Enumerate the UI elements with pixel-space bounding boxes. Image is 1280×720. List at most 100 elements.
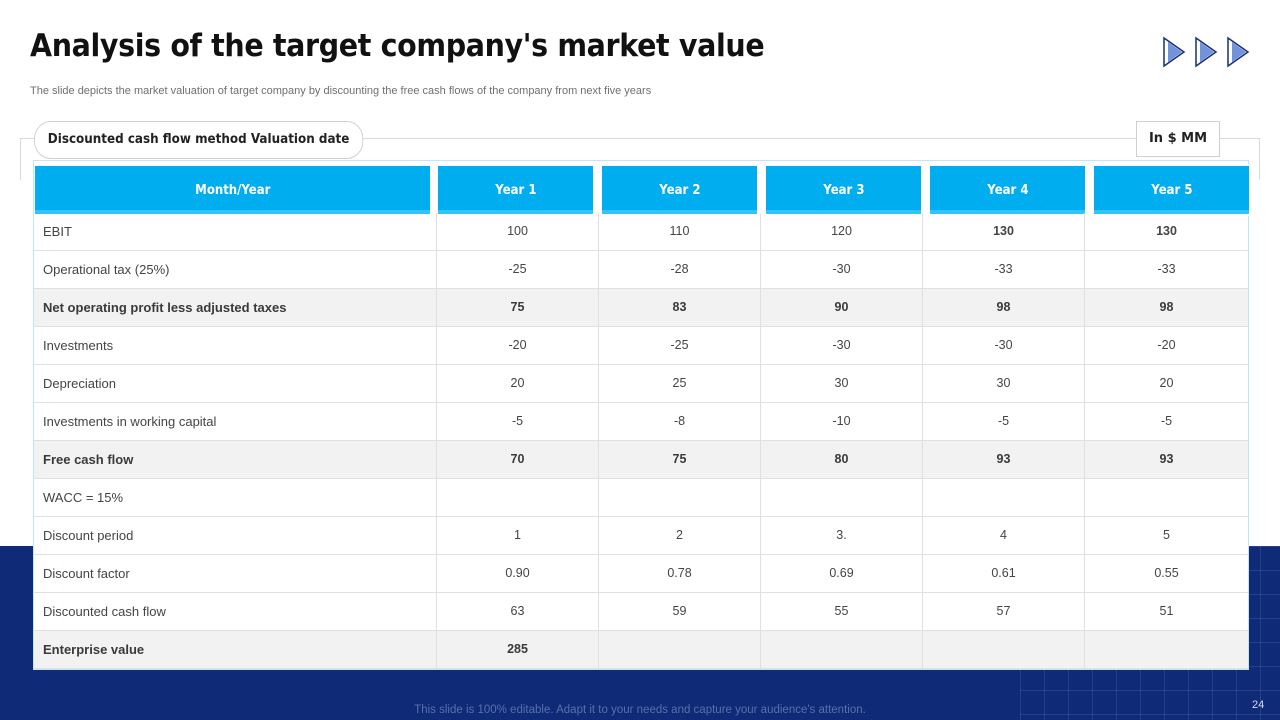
table-cell: 59 — [599, 593, 761, 630]
table-row: Investments -20 -25 -30 -30 -20 — [34, 327, 1248, 365]
table-cell: -28 — [599, 251, 761, 288]
table-cell: 20 — [1159, 376, 1174, 390]
header-cell: Year 1 — [438, 164, 593, 216]
table-cell: 51 — [1159, 604, 1174, 618]
table-cell: 4 — [923, 517, 1085, 554]
table-cell: 70 — [437, 441, 599, 478]
row-label: Enterprise value — [34, 631, 437, 668]
table-row: Discount period 1 2 3. 4 5 — [34, 517, 1248, 555]
table-cell: 3. — [761, 517, 923, 554]
page-number: 24 — [1252, 699, 1265, 711]
table-cell: 57 — [923, 593, 1085, 630]
table-cell: 93 — [923, 441, 1085, 478]
table-cell: -5 — [437, 403, 599, 440]
table-cell — [1085, 479, 1248, 516]
table-cell: -33 — [1157, 262, 1176, 276]
arrow-decoration — [1163, 36, 1250, 68]
table-cell: -33 — [923, 251, 1085, 288]
row-label: Discounted cash flow — [34, 593, 437, 630]
table-cell: -25 — [599, 327, 761, 364]
table-cell: 130 — [1156, 224, 1177, 238]
table-cell: 30 — [761, 365, 923, 402]
play-arrow-icon — [1195, 36, 1218, 68]
row-label: Discount period — [34, 517, 437, 554]
table-cell: -30 — [761, 327, 923, 364]
row-label: Investments in working capital — [34, 403, 437, 440]
row-label: EBIT — [34, 213, 437, 250]
table-cell: 98 — [1159, 300, 1174, 314]
table-cell: 83 — [599, 289, 761, 326]
table-cell: -25 — [437, 251, 599, 288]
dcf-table: Month/Year Year 1 Year 2 Year 3 Year 4 Y… — [33, 160, 1249, 670]
play-arrow-icon — [1163, 36, 1186, 68]
table-cell: 80 — [761, 441, 923, 478]
table-cell: 120 — [761, 213, 923, 250]
table-cell: 75 — [437, 289, 599, 326]
table-row: Discount factor 0.90 0.78 0.69 0.61 0.55 — [34, 555, 1248, 593]
table-cell: -5 — [923, 403, 1085, 440]
table-cell: 55 — [761, 593, 923, 630]
table-cell — [599, 631, 761, 668]
page-subtitle: The slide depicts the market valuation o… — [30, 85, 652, 97]
table-cell — [923, 479, 1085, 516]
table-cell — [761, 479, 923, 516]
row-label: Discount factor — [34, 555, 437, 592]
table-row: Net operating profit less adjusted taxes… — [34, 289, 1248, 327]
table-cell: -5 — [1160, 414, 1173, 428]
table-cell: -20 — [1157, 338, 1176, 352]
table-cell: 0.69 — [761, 555, 923, 592]
table-row: Discounted cash flow 63 59 55 57 51 — [34, 593, 1248, 631]
table-cell: 0.55 — [1154, 566, 1179, 580]
row-label: Depreciation — [34, 365, 437, 402]
header-cell: Month/Year — [35, 164, 430, 216]
table-cell: 0.90 — [437, 555, 599, 592]
header-cell: Year 2 — [602, 164, 757, 216]
table-cell: 285 — [437, 631, 599, 668]
table-cell — [599, 479, 761, 516]
table-cell: -20 — [437, 327, 599, 364]
table-cell: 75 — [599, 441, 761, 478]
header-cell: Year 3 — [766, 164, 921, 216]
table-row: WACC = 15% — [34, 479, 1248, 517]
row-label: Investments — [34, 327, 437, 364]
row-label: Operational tax (25%) — [34, 251, 437, 288]
table-cell: 30 — [923, 365, 1085, 402]
table-cell: 130 — [923, 213, 1085, 250]
table-cell: -8 — [599, 403, 761, 440]
table-cell: 20 — [437, 365, 599, 402]
table-cell: 110 — [599, 213, 761, 250]
table-row: Free cash flow 70 75 80 93 93 — [34, 441, 1248, 479]
table-cell — [437, 479, 599, 516]
footer-note: This slide is 100% editable. Adapt it to… — [414, 704, 866, 716]
page-title: Analysis of the target company's market … — [30, 28, 765, 64]
table-cell: 1 — [437, 517, 599, 554]
section-frame — [20, 138, 1260, 180]
table-cell: 0.78 — [599, 555, 761, 592]
table-row: Operational tax (25%) -25 -28 -30 -33 -33 — [34, 251, 1248, 289]
table-cell: 90 — [761, 289, 923, 326]
table-cell: -30 — [923, 327, 1085, 364]
table-cell — [1085, 631, 1248, 668]
play-arrow-icon — [1227, 36, 1250, 68]
row-label: Free cash flow — [34, 441, 437, 478]
table-cell — [923, 631, 1085, 668]
table-cell: 98 — [923, 289, 1085, 326]
row-label: WACC = 15% — [34, 479, 437, 516]
table-cell: -10 — [761, 403, 923, 440]
table-row: Investments in working capital -5 -8 -10 -5-… — [34, 403, 1248, 441]
table-cell: 63 — [437, 593, 599, 630]
table-cell: -30 — [761, 251, 923, 288]
table-cell: 0.61 — [923, 555, 1085, 592]
table-cell: 2 — [599, 517, 761, 554]
table-row: Depreciation 20 25 30 30 20 — [34, 365, 1248, 403]
table-cell: 100 — [437, 213, 599, 250]
table-cell — [761, 631, 923, 668]
table-cell: 25 — [599, 365, 761, 402]
table-row: EBIT 100 110 120 130 130 — [34, 213, 1248, 251]
table-cell: 5 — [1163, 528, 1170, 542]
unit-label: In $ MM — [1136, 121, 1220, 157]
table-row: Enterprise value 285 — [34, 631, 1248, 669]
header-cell: Year 4 — [930, 164, 1085, 216]
table-cell: 93 — [1159, 452, 1174, 466]
header-cell: Year 5 — [1094, 164, 1249, 216]
